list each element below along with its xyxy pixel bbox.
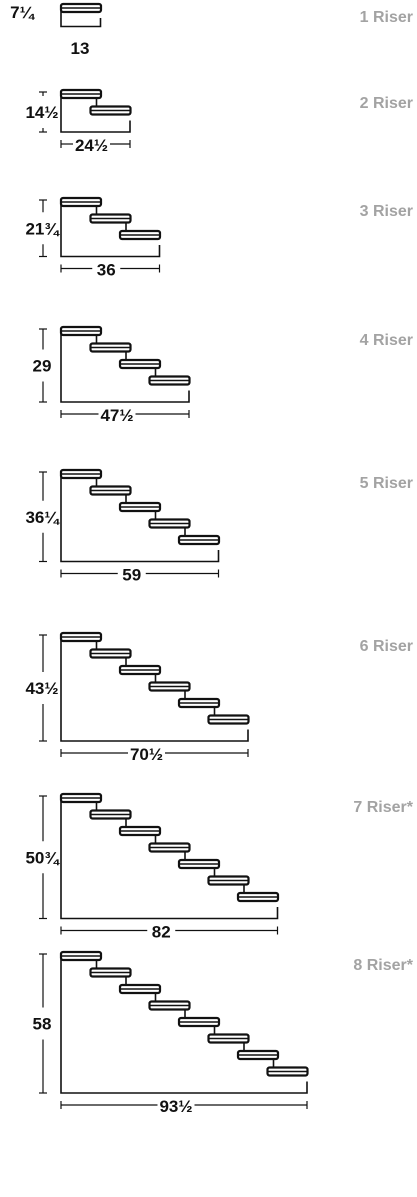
stair-group-6: 43½ 70½ 6 Riser bbox=[25, 631, 413, 764]
height-dimension: 36¼ bbox=[25, 508, 60, 527]
stair-group-1: 7¼ 13 1 Riser bbox=[10, 2, 413, 58]
width-dimension: 36 bbox=[97, 261, 116, 280]
stair-group-2: 14½ 24½ 2 Riser bbox=[25, 88, 413, 155]
width-dimension: 13 bbox=[71, 39, 90, 58]
riser-count-label: 8 Riser* bbox=[353, 957, 413, 974]
width-dimension: 24½ bbox=[75, 136, 108, 155]
riser-count-label: 7 Riser* bbox=[353, 799, 413, 816]
riser-count-label: 1 Riser bbox=[360, 9, 413, 26]
riser-count-label: 5 Riser bbox=[360, 475, 413, 492]
stair-group-7: 50¾ 82 7 Riser* bbox=[25, 792, 414, 942]
stair-group-3: 21¾ 36 3 Riser bbox=[25, 196, 413, 280]
width-dimension: 93½ bbox=[159, 1097, 192, 1116]
stair-outline bbox=[60, 958, 308, 1094]
stair-outline bbox=[60, 639, 249, 742]
stair-group-5: 36¼ 59 5 Riser bbox=[25, 468, 413, 585]
height-dimension: 58 bbox=[33, 1015, 52, 1034]
stair-outline bbox=[60, 476, 220, 563]
stair-group-4: 29 47½ 4 Riser bbox=[33, 325, 413, 425]
height-dimension: 50¾ bbox=[25, 848, 60, 867]
stair-outline bbox=[60, 96, 131, 133]
height-dimension: 29 bbox=[33, 357, 52, 376]
width-dimension: 47½ bbox=[100, 406, 133, 425]
height-dimension: 21¾ bbox=[25, 219, 60, 238]
riser-count-label: 4 Riser bbox=[360, 332, 413, 349]
width-dimension: 59 bbox=[122, 566, 141, 585]
riser-count-label: 2 Riser bbox=[360, 95, 413, 112]
riser-count-label: 6 Riser bbox=[360, 638, 413, 655]
height-dimension: 43½ bbox=[25, 679, 58, 698]
height-dimension: 7¼ bbox=[10, 3, 35, 22]
width-dimension: 70½ bbox=[130, 745, 163, 764]
stair-outline bbox=[60, 204, 161, 258]
stair-group-8: 58 93½ 8 Riser* bbox=[33, 950, 414, 1116]
width-dimension: 82 bbox=[152, 923, 171, 942]
stair-outline bbox=[60, 333, 190, 403]
height-dimension: 14½ bbox=[25, 103, 58, 122]
riser-count-label: 3 Riser bbox=[360, 203, 413, 220]
stair-outline bbox=[60, 800, 279, 920]
stair-outline bbox=[60, 10, 102, 28]
